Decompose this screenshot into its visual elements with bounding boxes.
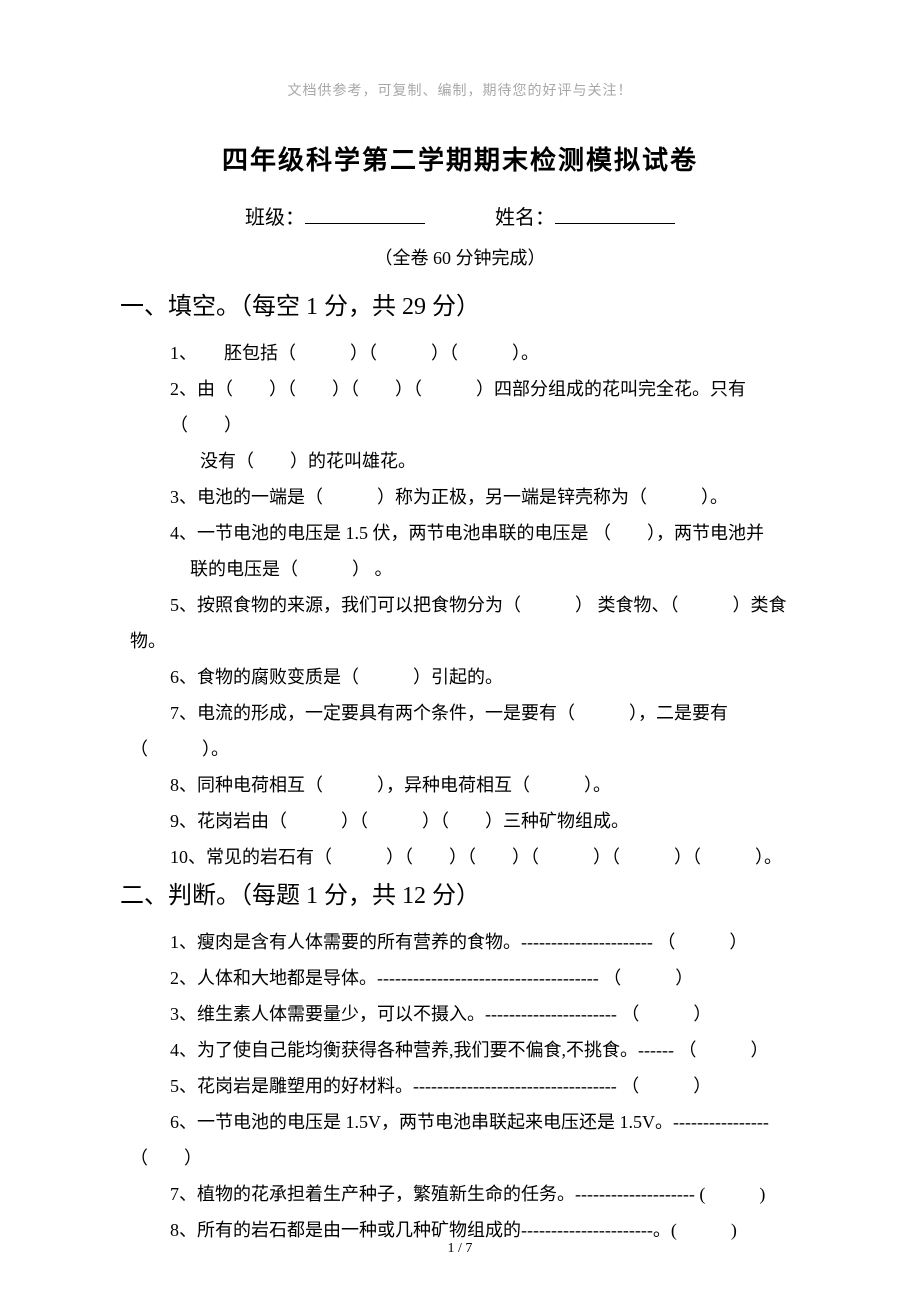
section2-questions: 1、瘦肉是含有人体需要的所有营养的食物。--------------------…: [130, 924, 790, 1248]
s2-q6: 6、一节电池的电压是 1.5V，两节电池串联起来电压还是 1.5V。------…: [130, 1104, 790, 1140]
name-label: 姓名：: [495, 201, 555, 230]
s2-q3: 3、维生素人体需要量少，可以不摄入。----------------------…: [130, 996, 790, 1032]
s1-q1: 1、 胚包括（ ）（ ）（ ）。: [130, 335, 790, 371]
section1-questions: 1、 胚包括（ ）（ ）（ ）。 2、由（ ）（ ）（ ）（ ）四部分组成的花叫…: [130, 335, 790, 875]
s1-q10: 10、常见的岩石有（ ）（ ）（ ）（ ）（ ）（ ）。: [130, 839, 790, 875]
section1-heading: 一、填空。（每空 1 分，共 29 分）: [120, 286, 790, 321]
s1-q6: 6、食物的腐败变质是（ ）引起的。: [130, 659, 790, 695]
student-info-line: 班级： 姓名：: [130, 201, 790, 230]
exam-duration: （全卷 60 分钟完成）: [130, 244, 790, 270]
s2-q1: 1、瘦肉是含有人体需要的所有营养的食物。--------------------…: [130, 924, 790, 960]
s1-q5: 5、按照食物的来源，我们可以把食物分为（ ） 类食物、（ ）类食: [130, 587, 790, 623]
s2-q7: 7、植物的花承担着生产种子，繁殖新生命的任务。-----------------…: [130, 1176, 790, 1212]
section2-heading: 二、判断。（每题 1 分，共 12 分）: [120, 875, 790, 910]
class-underline: [305, 204, 425, 224]
s2-q2: 2、人体和大地都是导体。----------------------------…: [130, 960, 790, 996]
s1-q8: 8、同种电荷相互（ ），异种电荷相互（ ）。: [130, 767, 790, 803]
s1-q2-cont: 没有（ ）的花叫雄花。: [130, 443, 790, 479]
s1-q3: 3、电池的一端是（ ）称为正极，另一端是锌壳称为（ ）。: [130, 479, 790, 515]
page-number: 1 / 7: [0, 1241, 920, 1257]
exam-title: 四年级科学第二学期期末检测模拟试卷: [130, 140, 790, 177]
s1-q5-cont: 物。: [130, 623, 790, 659]
s1-q7: 7、电流的形成，一定要具有两个条件，一是要有（ ），二是要有: [130, 695, 790, 731]
s2-q5: 5、花岗岩是雕塑用的好材料。--------------------------…: [130, 1068, 790, 1104]
class-label: 班级：: [245, 201, 305, 230]
s1-q2: 2、由（ ）（ ）（ ）（ ）四部分组成的花叫完全花。只有（ ）: [130, 371, 790, 443]
s1-q7-cont: （ ）。: [130, 731, 790, 767]
s1-q9: 9、花岗岩由（ ）（ ）（ ）三种矿物组成。: [130, 803, 790, 839]
s2-q4: 4、为了使自己能均衡获得各种营养,我们要不偏食,不挑食。------ （ ）: [130, 1032, 790, 1068]
header-note: 文档供参考，可复制、编制，期待您的好评与关注！: [130, 80, 790, 100]
s1-q4-cont: 联的电压是（ ） 。: [130, 551, 790, 587]
s2-q6-cont: （ ）: [130, 1140, 790, 1176]
name-underline: [555, 204, 675, 224]
s1-q4: 4、一节电池的电压是 1.5 伏，两节电池串联的电压是 （ ），两节电池并: [130, 515, 790, 551]
